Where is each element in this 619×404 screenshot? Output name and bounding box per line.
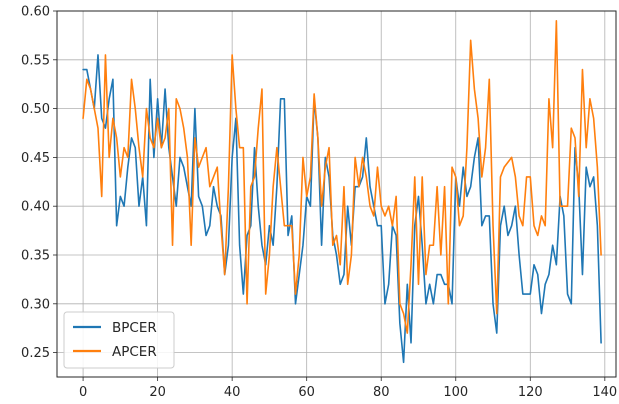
x-tick-label: 140 [592,385,617,400]
y-tick-label: 0.30 [21,297,50,312]
y-tick-label: 0.25 [21,346,50,361]
legend-label-apcer: APCER [112,344,157,360]
series-lines [82,19,602,364]
x-tick-label: 60 [298,385,315,400]
y-axis-ticks: 0.25 0.30 0.35 0.40 0.45 0.50 0.55 0.60 [21,5,57,361]
y-tick-label: 0.60 [21,5,50,20]
x-tick-label: 100 [443,385,468,400]
y-tick-label: 0.55 [21,53,50,68]
y-tick-label: 0.40 [21,200,50,215]
x-tick-label: 120 [518,385,543,400]
series-line-apcer [82,19,602,334]
y-tick-label: 0.45 [21,151,50,166]
plot-frame [56,10,617,378]
y-tick-label: 0.50 [21,102,50,117]
x-axis-ticks: 0 20 40 60 80 100 120 140 [79,377,617,400]
x-tick-label: 0 [79,385,87,400]
legend: BPCER APCER [63,311,175,369]
x-tick-label: 40 [224,385,241,400]
x-tick-label: 20 [149,385,166,400]
legend-label-bpcer: BPCER [112,320,157,336]
y-tick-label: 0.35 [21,249,50,264]
x-tick-label: 80 [373,385,390,400]
